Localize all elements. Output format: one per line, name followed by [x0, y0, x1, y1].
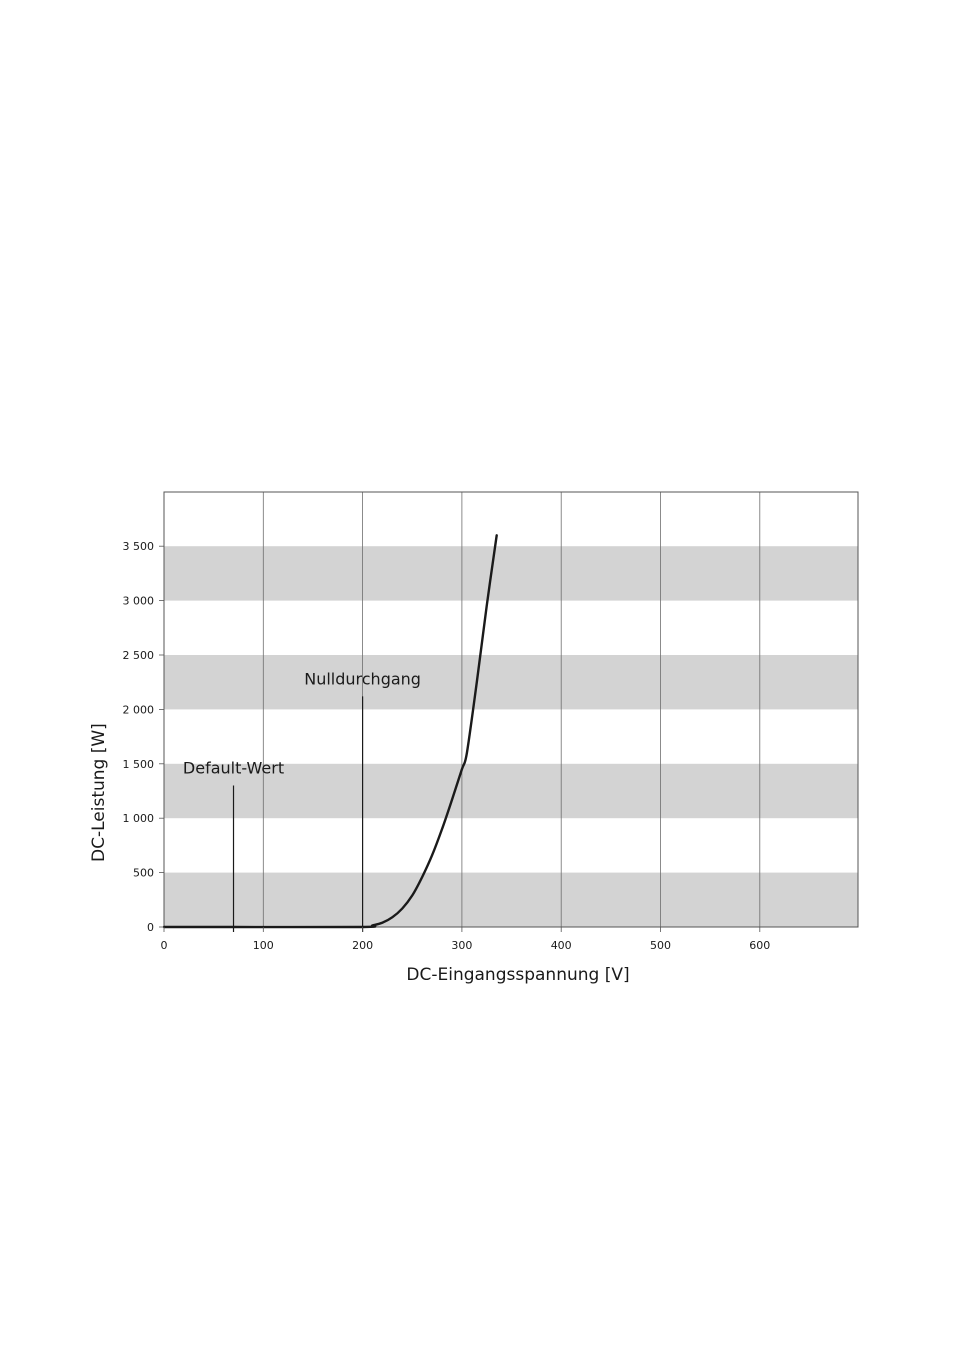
x-tick-label: 0	[161, 939, 168, 952]
grid-band	[164, 546, 858, 601]
y-tick-label: 1 500	[123, 758, 155, 771]
y-tick-label: 1 000	[123, 812, 155, 825]
x-axis-title: DC-Eingangsspannung [V]	[406, 965, 629, 985]
y-axis-title: DC-Leistung [W]	[89, 723, 109, 862]
y-tick-label: 0	[147, 921, 154, 934]
annotation-labels: Default-Wert Nulldurchgang	[183, 669, 421, 777]
x-tick-label: 600	[749, 939, 770, 952]
y-axis-ticks: 0 500 1 000 1 500 2 000 2 500 3 000 3 500	[123, 540, 164, 934]
grid-band	[164, 763, 858, 819]
y-tick-label: 2 000	[123, 703, 155, 716]
x-axis-ticks: 0 100 200 300 400 500 600	[161, 927, 770, 952]
y-tick-label: 2 500	[123, 649, 155, 662]
y-tick-label: 500	[133, 867, 154, 880]
annotation-label: Default-Wert	[183, 759, 284, 778]
x-tick-label: 400	[551, 939, 572, 952]
background-bands	[164, 546, 858, 927]
x-tick-label: 200	[352, 939, 373, 952]
x-tick-label: 300	[451, 939, 472, 952]
grid-band	[164, 872, 858, 927]
power-curve	[162, 534, 498, 929]
y-tick-label: 3 500	[123, 540, 155, 553]
annotation-lines	[232, 696, 364, 932]
annotation-label: Nulldurchgang	[304, 669, 421, 688]
y-tick-label: 3 000	[123, 595, 155, 608]
grid-band	[164, 655, 858, 710]
x-tick-label: 100	[253, 939, 274, 952]
x-tick-label: 500	[650, 939, 671, 952]
